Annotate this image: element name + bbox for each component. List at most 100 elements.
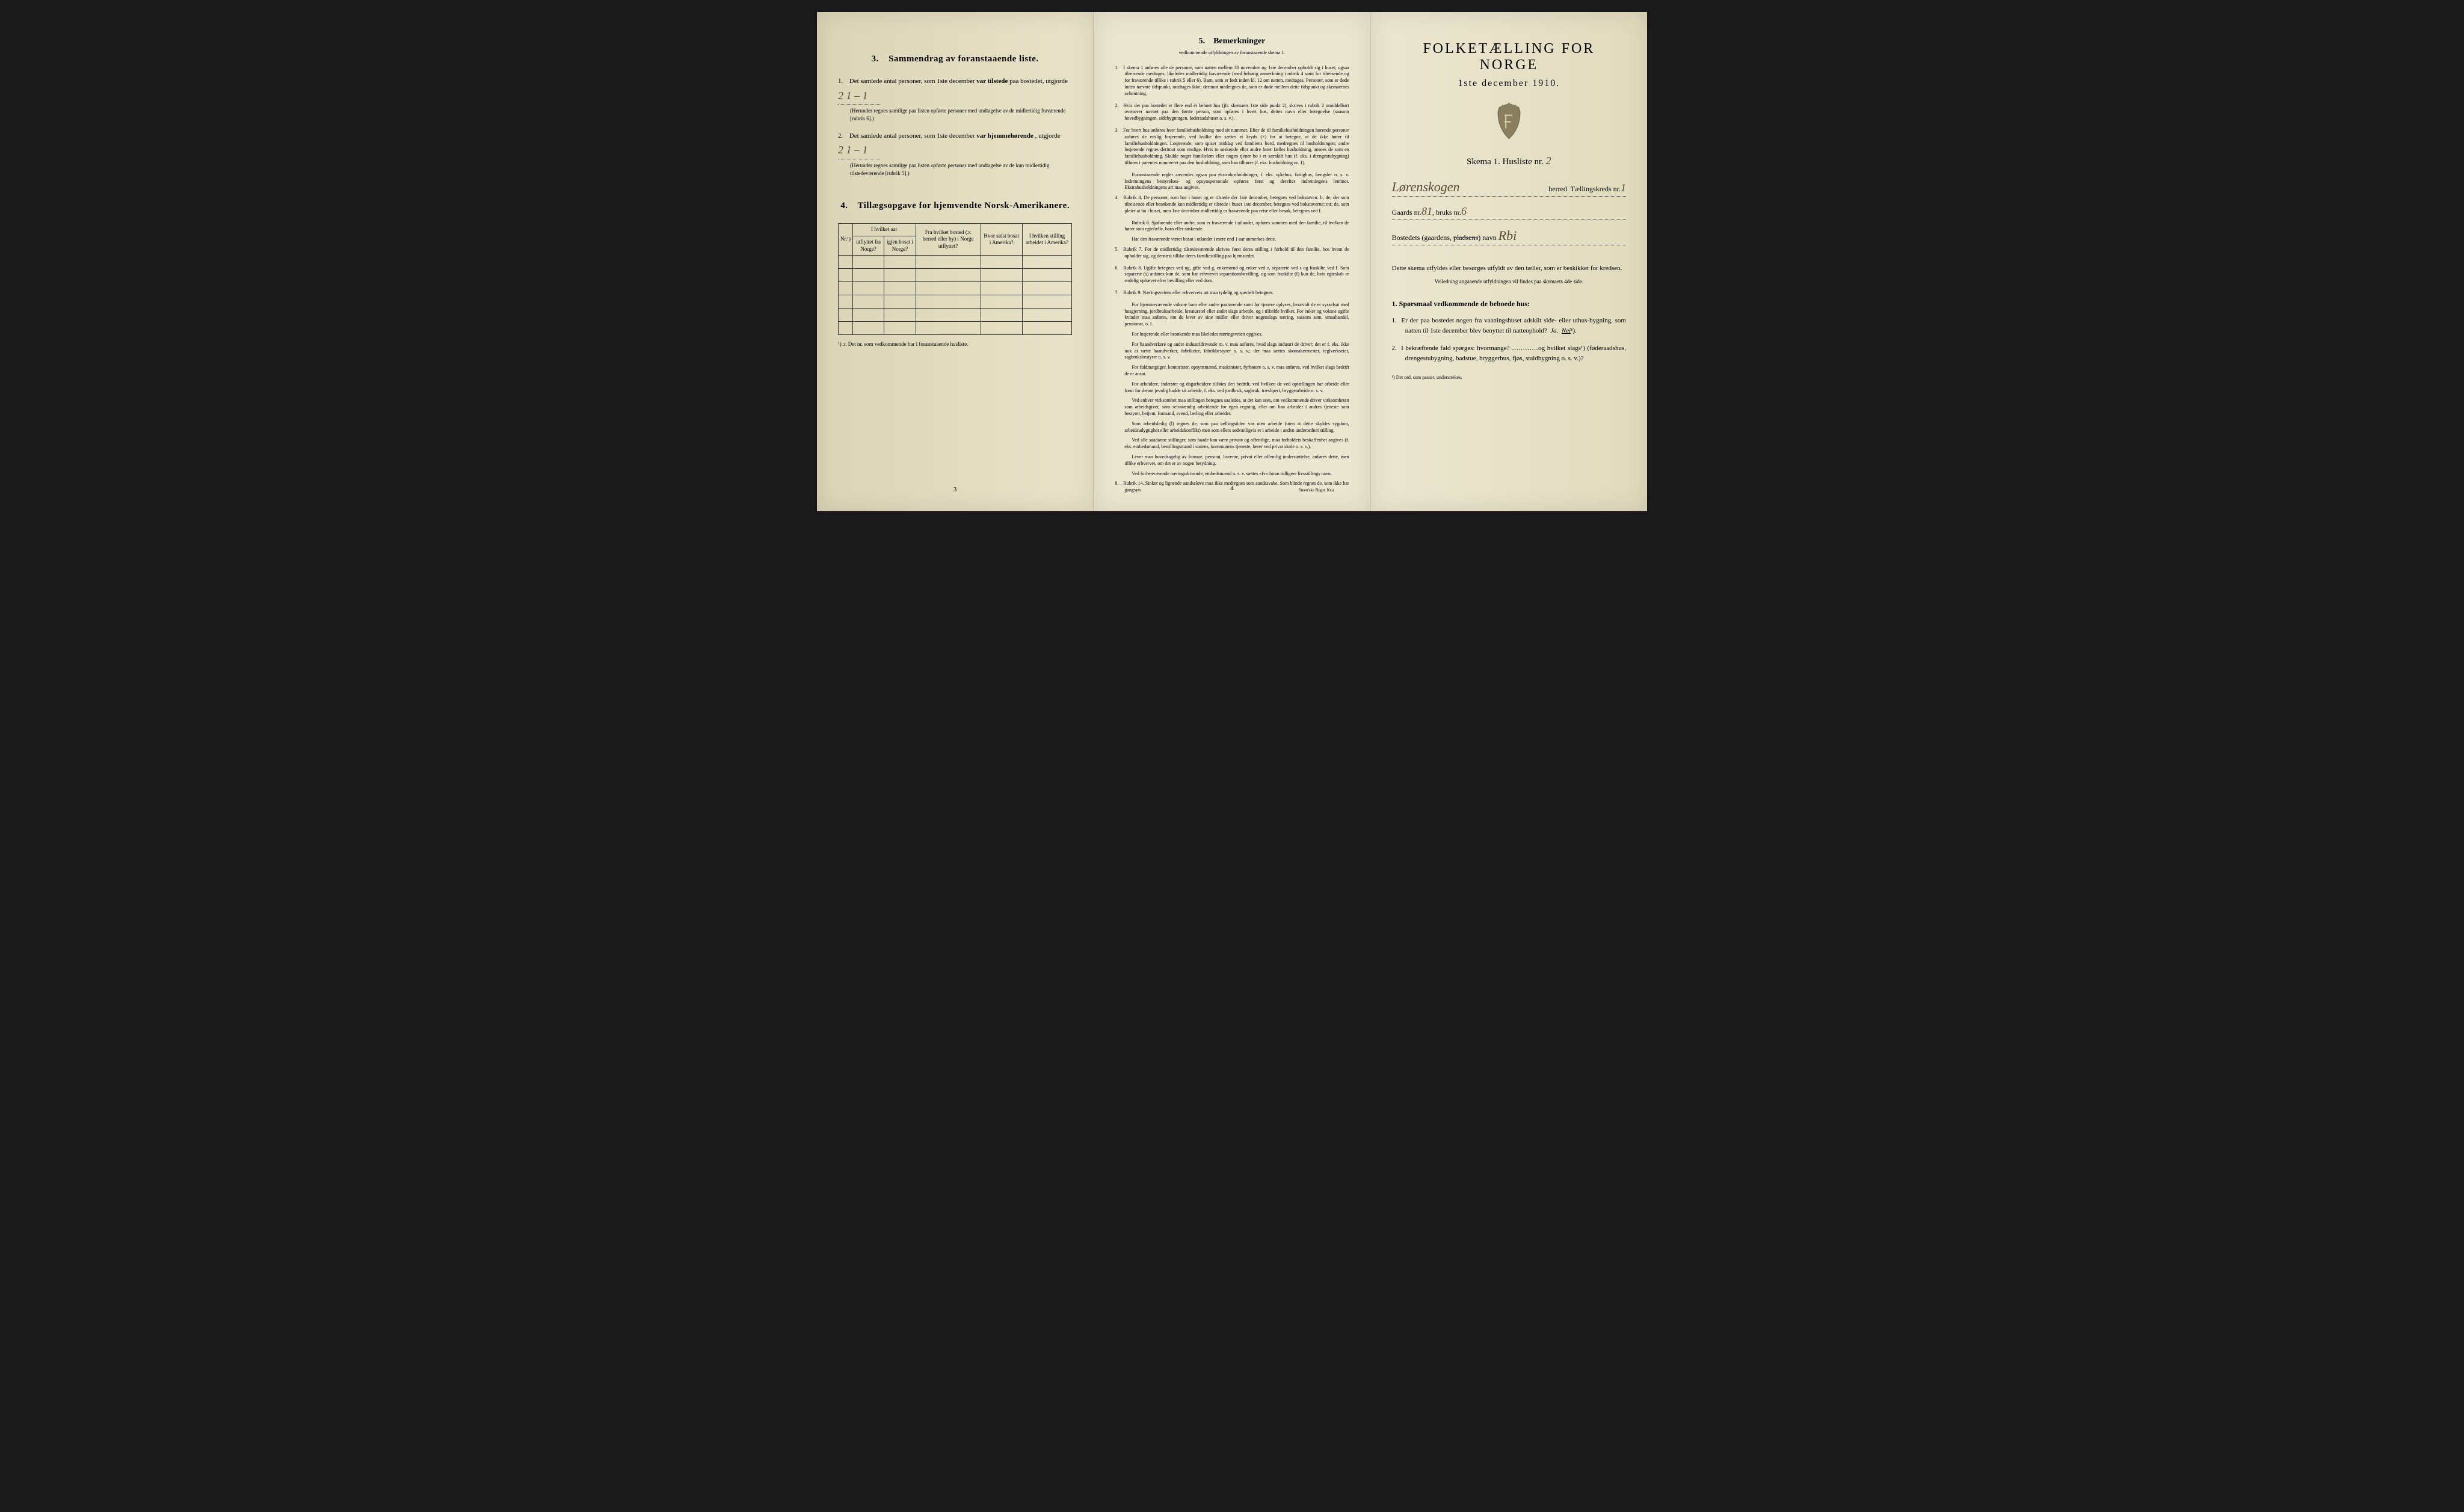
remark-subpara: For losjerende eller besøkende maa likel…: [1124, 331, 1349, 338]
cell: [981, 322, 1022, 335]
table-row: [839, 282, 1072, 295]
page-1-front: FOLKETÆLLING FOR NORGE 1ste december 191…: [1371, 12, 1647, 511]
gaards-line: Gaards nr. 81 , bruks nr. 6: [1392, 205, 1626, 220]
cell: [1022, 282, 1072, 295]
remarks-subtitle: vedkommende utfyldningen av foranstaaend…: [1115, 50, 1349, 57]
remark-num: 4.: [1115, 195, 1123, 201]
herred-value: Lørenskogen: [1392, 179, 1460, 195]
section-4-title: 4. Tillægsopgave for hjemvendte Norsk-Am…: [838, 201, 1072, 211]
table-row: [839, 269, 1072, 282]
page-number: 4: [1230, 484, 1234, 493]
remark-num: 6.: [1115, 265, 1123, 272]
col-position: I hvilken stilling arbeidet i Amerika?: [1022, 224, 1072, 256]
cell: [852, 282, 884, 295]
cell: [884, 309, 916, 322]
cell: [1022, 295, 1072, 309]
document-title: FOLKETÆLLING FOR NORGE: [1392, 41, 1626, 73]
title-text: Bemerkninger: [1213, 37, 1265, 46]
cell: [916, 309, 981, 322]
bosted-label: Bostedets (gaardens,: [1392, 233, 1452, 242]
cell: [916, 256, 981, 269]
kreds-value: 1: [1621, 182, 1626, 194]
remark-item: 2.Hvis der paa bostedet er flere end ét …: [1115, 103, 1349, 122]
cell: [1022, 322, 1072, 335]
cell: [1022, 256, 1072, 269]
page-4-remarks: 5. Bemerkninger vedkommende utfyldningen…: [1094, 12, 1370, 511]
cell: [852, 295, 884, 309]
q2-text: I bekræftende fald spørges: hvormange? ……: [1401, 345, 1626, 362]
cell: [884, 295, 916, 309]
cell: [839, 269, 853, 282]
remark-subpara: For hjemmeværende voksne barn eller andr…: [1124, 302, 1349, 328]
remark-subpara: Har den fraværende været bosat i utlande…: [1124, 236, 1349, 243]
herred-line: Lørenskogen herred. Tællingskreds nr. 1: [1392, 179, 1626, 197]
q-head-num: 1.: [1392, 300, 1397, 308]
section-num: 3.: [872, 54, 879, 64]
cell: [884, 282, 916, 295]
col-where: Hvor sidst bosat i Amerika?: [981, 224, 1022, 256]
census-document: 3. Sammendrag av foranstaaende liste. 1.…: [817, 12, 1647, 511]
cell: [1022, 269, 1072, 282]
printer-imprint: Steen'ske Bogtr. Kr.a: [1299, 488, 1334, 493]
remark-item: 6.Rubrik 8. Ugifte betegnes ved ug, gift…: [1115, 265, 1349, 284]
table-row: [839, 295, 1072, 309]
item-text: paa bostedet, utgjorde: [1009, 78, 1068, 85]
bosted-struck: pladsens: [1453, 233, 1478, 242]
remark-item: 5.Rubrik 7. For de midlertidig tilstedev…: [1115, 247, 1349, 260]
cell: [852, 256, 884, 269]
remark-subpara: Ved forhenværende næringsdrivende, embed…: [1124, 471, 1349, 478]
bruks-label: , bruks nr.: [1432, 208, 1461, 217]
q1-sup: ¹).: [1571, 327, 1577, 334]
cell: [981, 295, 1022, 309]
cell: [981, 282, 1022, 295]
remark-item: 3.For hvert hus anføres hver familiehush…: [1115, 128, 1349, 167]
remark-subpara: Foranstaaende regler anvendes ogsaa paa …: [1124, 172, 1349, 191]
bosted-label2: ) navn: [1478, 233, 1496, 242]
cell: [839, 295, 853, 309]
remarks-body: 1.I skema 1 anføres alle de personer, so…: [1115, 65, 1349, 494]
remark-subpara: For arbeidere, inderster og dagarbeidere…: [1124, 381, 1349, 395]
q1-ja: Ja.: [1550, 327, 1558, 334]
question-2: 2. I bekræftende fald spørges: hvormange…: [1392, 343, 1626, 364]
remark-item: 1.I skema 1 anføres alle de personer, so…: [1115, 65, 1349, 97]
gaards-value: 81: [1421, 205, 1432, 218]
cell: [839, 282, 853, 295]
remark-subpara: For fuldmægtiger, kontorister, opsynsmæn…: [1124, 364, 1349, 378]
section-num: 4.: [840, 201, 848, 211]
col-returned: igjen bosat i Norge?: [884, 236, 916, 255]
handwritten-value: 2 1 – 1: [838, 87, 880, 105]
cell: [852, 269, 884, 282]
item-text: Det samlede antal personer, som 1ste dec…: [849, 78, 975, 85]
q1-text: Er der paa bostedet nogen fra vaaningshu…: [1401, 317, 1626, 334]
cell: [981, 269, 1022, 282]
cell: [884, 322, 916, 335]
table-row: [839, 322, 1072, 335]
remark-subpara: Rubrik 6. Sjøfarende eller andre, som er…: [1124, 220, 1349, 233]
cell: [916, 322, 981, 335]
remarks-title: 5. Bemerkninger: [1115, 36, 1349, 48]
cell: [839, 256, 853, 269]
questions-heading: 1. Spørsmaal vedkommende de beboede hus:: [1392, 300, 1626, 309]
summary-item-1: 1. Det samlede antal personer, som 1ste …: [838, 76, 1072, 123]
item-num: 2.: [838, 131, 848, 142]
bosted-value: Rbi: [1498, 228, 1517, 244]
page3-footnote: ¹) Det ord, som passer, understrekes.: [1392, 375, 1626, 380]
remark-item: 7.Rubrik 9. Næringsveiens eller erhverve…: [1115, 290, 1349, 297]
cell: [852, 309, 884, 322]
section-title-text: Sammendrag av foranstaaende liste.: [889, 54, 1039, 64]
section-num: 5.: [1199, 37, 1206, 46]
coat-of-arms-icon: [1492, 102, 1526, 141]
q1-nei: Nei: [1562, 327, 1571, 334]
cell: [884, 269, 916, 282]
herred-label: herred. Tællingskreds nr.: [1548, 185, 1621, 194]
page-number: 3: [953, 486, 957, 493]
skema-label: Skema 1. Husliste nr.: [1467, 157, 1544, 167]
table-row: [839, 309, 1072, 322]
remark-item: 4.Rubrik 4. De personer, som bor i huset…: [1115, 195, 1349, 214]
remark-subpara: Ved enhver virksomhet maa stillingen bet…: [1124, 398, 1349, 417]
remark-subpara: Ved alle saadanne stillinger, som baade …: [1124, 437, 1349, 450]
remark-num: 2.: [1115, 103, 1123, 109]
table-footnote: ¹) ɔ: Det nr. som vedkommende har i fora…: [838, 341, 1072, 347]
emigrant-table: Nr.¹) I hvilket aar Fra hvilket bosted (…: [838, 223, 1072, 335]
item-note: (Herunder regnes samtlige paa listen opf…: [850, 162, 1072, 177]
